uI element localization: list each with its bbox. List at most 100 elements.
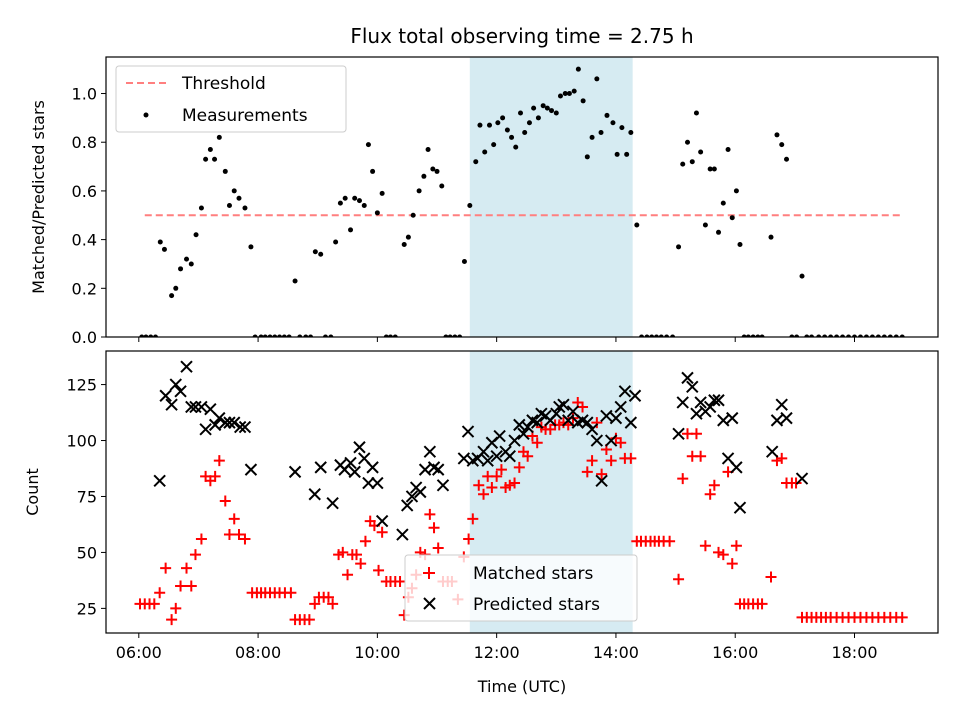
predicted-star-point — [233, 420, 247, 434]
matched-star-point — [730, 540, 742, 552]
matched-star-point — [376, 526, 388, 538]
predicted-star-point — [366, 461, 379, 474]
bottom-y-ticks: 25 50 75 100 125 — [66, 376, 106, 618]
measurement-point — [531, 105, 537, 111]
matched-star-point — [695, 450, 707, 462]
predicted-star-point — [676, 396, 689, 409]
legend-matched-swatch — [423, 567, 435, 579]
matched-star-point — [467, 513, 479, 525]
legend-predicted-swatch — [423, 597, 436, 610]
measurement-point — [452, 334, 458, 337]
measurement-point — [312, 249, 318, 255]
matched-star-point — [432, 542, 444, 554]
legend-matched-label: Matched stars — [473, 564, 593, 584]
matched-star-point — [704, 488, 716, 500]
matched-star-point — [509, 477, 521, 489]
measurement-point — [549, 108, 555, 114]
top-y-ticks: 0.0 0.2 0.4 0.6 0.8 1.0 — [72, 85, 106, 347]
measurement-point — [447, 334, 453, 337]
bottom-x-ticks: 06:00 08:00 10:00 12:00 14:00 16:00 18:00 — [116, 633, 878, 662]
predicted-star-point — [405, 490, 419, 503]
predicted-star-point — [694, 396, 707, 409]
predicted-star-point — [609, 411, 623, 425]
predicted-star-point — [208, 418, 222, 432]
matched-star-point — [790, 477, 802, 489]
matched-star-point — [322, 591, 334, 603]
measurement-point — [634, 222, 640, 228]
measurement-point — [720, 200, 726, 206]
measurement-point — [702, 222, 708, 228]
matched-star-point — [185, 580, 197, 592]
measurement-point — [272, 334, 278, 337]
matched-star-point — [581, 466, 593, 478]
matched-star-point — [586, 455, 598, 467]
matched-star-point — [213, 455, 225, 467]
x-tick-label: 12:00 — [474, 643, 520, 662]
measurement-point — [461, 259, 467, 265]
measurement-point — [566, 91, 572, 97]
matched-star-point — [285, 587, 297, 599]
measurement-point — [725, 147, 731, 153]
predicted-star-point — [490, 449, 503, 463]
bottom-y-tick-label: 75 — [77, 487, 97, 506]
measurement-point — [504, 127, 510, 133]
measurement-point — [779, 142, 785, 148]
predicted-star-point — [159, 389, 172, 402]
predicted-star-point — [730, 461, 743, 474]
measurement-point — [405, 234, 411, 240]
measurement-point — [509, 134, 515, 140]
measurement-point — [297, 334, 303, 337]
measurement-point — [881, 334, 887, 337]
measurement-point — [365, 142, 371, 148]
predicted-star-point — [581, 416, 594, 429]
predicted-star-point — [624, 416, 638, 429]
measurement-point — [430, 166, 436, 172]
measurement-point — [216, 134, 222, 140]
measurement-point — [486, 122, 492, 128]
measurement-point — [222, 168, 228, 174]
predicted-star-point — [180, 360, 193, 373]
measurement-point — [495, 120, 501, 126]
measurement-point — [664, 334, 670, 337]
predicted-star-point — [703, 400, 717, 414]
top-y-tick-label: 0.8 — [72, 133, 97, 152]
measurement-point — [857, 334, 863, 337]
measurement-point — [834, 334, 840, 337]
measurement-point — [869, 334, 875, 337]
matched-star-point — [160, 562, 172, 574]
matched-star-point — [591, 417, 603, 429]
predicted-star-point — [244, 463, 258, 476]
matched-star-point — [664, 535, 676, 547]
matched-star-point — [309, 598, 321, 610]
predicted-star-point — [590, 434, 604, 447]
measurement-point — [828, 334, 834, 337]
measurement-point — [544, 105, 550, 111]
matched-star-point — [170, 602, 182, 614]
top-axes-frame — [105, 56, 939, 338]
measurement-point — [553, 110, 559, 116]
x-tick-label: 10:00 — [354, 643, 400, 662]
predicted-star-point — [708, 394, 721, 407]
matched-star-point — [463, 533, 475, 545]
matched-star-point — [699, 540, 711, 552]
measurement-point — [500, 115, 506, 121]
measurement-point — [789, 334, 795, 337]
predicted-star-point — [550, 407, 563, 420]
predicted-star-point — [765, 445, 779, 458]
measurement-point — [153, 334, 159, 337]
measurement-point — [352, 195, 358, 201]
measurement-point — [794, 334, 800, 337]
measurement-point — [303, 334, 309, 337]
predicted-star-point — [308, 488, 321, 501]
predicted-star-point — [436, 479, 450, 492]
bottom-legend-box — [404, 554, 638, 622]
measurement-point — [286, 334, 292, 337]
measurement-point — [473, 159, 479, 165]
predicted-star-point — [493, 429, 506, 443]
measurement-point — [628, 129, 634, 135]
measurement-point — [707, 166, 713, 172]
measurement-point — [258, 334, 264, 337]
measurement-point — [425, 147, 431, 153]
predicted-star-point — [795, 472, 809, 485]
predicted-star-point — [418, 463, 432, 476]
